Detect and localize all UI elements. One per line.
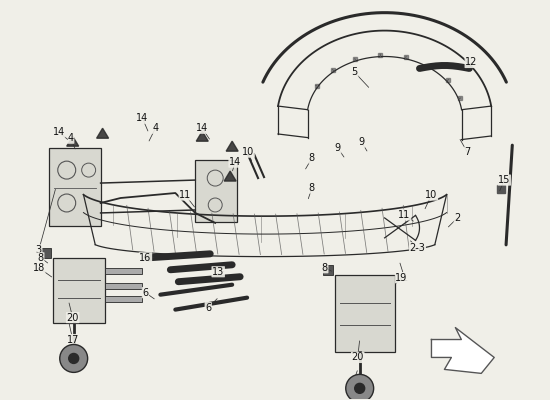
Text: 3: 3 bbox=[36, 245, 42, 255]
Text: 17: 17 bbox=[67, 334, 79, 344]
Bar bbox=[315, 84, 318, 88]
Bar bbox=[353, 58, 357, 62]
Bar bbox=[104, 296, 142, 302]
Text: 9: 9 bbox=[335, 143, 341, 153]
Text: 20: 20 bbox=[67, 312, 79, 322]
Polygon shape bbox=[97, 128, 108, 138]
Polygon shape bbox=[431, 328, 494, 373]
Text: 4: 4 bbox=[152, 123, 158, 133]
Circle shape bbox=[69, 354, 79, 364]
Text: 2: 2 bbox=[454, 213, 460, 223]
Text: 17: 17 bbox=[345, 382, 358, 392]
FancyBboxPatch shape bbox=[195, 160, 237, 222]
Polygon shape bbox=[224, 171, 236, 181]
Text: 12: 12 bbox=[465, 58, 477, 68]
Bar bbox=[446, 78, 450, 82]
Text: 5: 5 bbox=[351, 68, 358, 78]
Polygon shape bbox=[196, 131, 208, 141]
Circle shape bbox=[346, 374, 373, 400]
Text: 4: 4 bbox=[68, 133, 74, 143]
Text: 6: 6 bbox=[205, 303, 211, 313]
Bar bbox=[458, 96, 462, 100]
Text: 1: 1 bbox=[402, 273, 408, 283]
Text: 10: 10 bbox=[242, 147, 254, 157]
Text: 16: 16 bbox=[139, 253, 152, 263]
Text: 14: 14 bbox=[229, 157, 241, 167]
Text: 6: 6 bbox=[142, 288, 149, 298]
Bar bbox=[378, 53, 382, 57]
Text: 9: 9 bbox=[359, 137, 365, 147]
Text: 18: 18 bbox=[32, 263, 45, 273]
Text: 2-3: 2-3 bbox=[410, 243, 426, 253]
Text: 14: 14 bbox=[196, 123, 208, 133]
Bar bbox=[41, 248, 51, 258]
Text: 14: 14 bbox=[53, 127, 65, 137]
Text: 20: 20 bbox=[351, 352, 364, 362]
Text: 11: 11 bbox=[179, 190, 191, 200]
FancyBboxPatch shape bbox=[53, 258, 104, 322]
Text: 11: 11 bbox=[398, 210, 411, 220]
Polygon shape bbox=[67, 136, 79, 146]
Text: 8: 8 bbox=[309, 183, 315, 193]
Text: 15: 15 bbox=[498, 175, 510, 185]
Text: 8: 8 bbox=[322, 263, 328, 273]
FancyBboxPatch shape bbox=[335, 275, 394, 352]
Bar bbox=[104, 268, 142, 274]
Text: 14: 14 bbox=[136, 113, 149, 123]
Text: 13: 13 bbox=[212, 267, 224, 277]
Circle shape bbox=[355, 383, 365, 393]
Bar bbox=[427, 64, 431, 68]
Text: 8: 8 bbox=[309, 153, 315, 163]
Bar bbox=[497, 185, 505, 193]
Bar bbox=[331, 68, 335, 72]
Polygon shape bbox=[226, 141, 238, 151]
Text: 10: 10 bbox=[425, 190, 438, 200]
Text: 8: 8 bbox=[38, 253, 44, 263]
Circle shape bbox=[60, 344, 87, 372]
FancyBboxPatch shape bbox=[49, 148, 101, 226]
Bar bbox=[404, 55, 408, 59]
Text: 19: 19 bbox=[395, 273, 408, 283]
Text: 7: 7 bbox=[464, 147, 470, 157]
Bar bbox=[104, 283, 142, 289]
Bar bbox=[323, 265, 333, 275]
